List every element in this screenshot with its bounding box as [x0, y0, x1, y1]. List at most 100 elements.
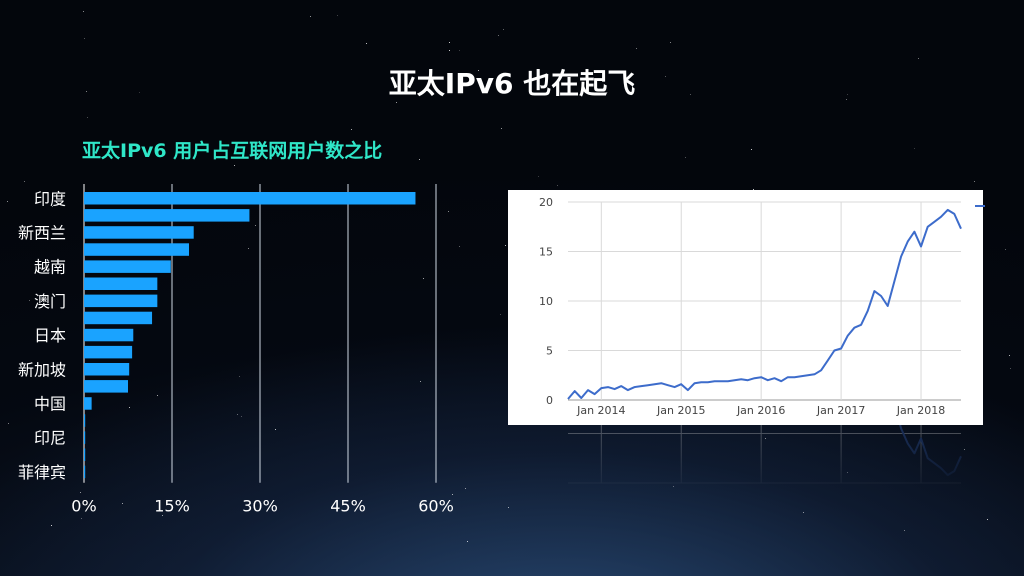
star	[237, 414, 238, 415]
star	[459, 50, 460, 51]
line-x-tick-label: Jan 2016	[736, 404, 785, 417]
bar	[84, 226, 194, 239]
star	[81, 518, 82, 519]
star	[7, 201, 8, 202]
bar	[84, 192, 416, 205]
bar-category-label: 菲律宾	[18, 463, 66, 482]
bar	[84, 277, 158, 290]
bar-category-label: 新加坡	[18, 360, 66, 379]
star	[241, 416, 242, 417]
star	[449, 50, 450, 51]
star	[337, 15, 338, 16]
line-x-tick-label: Jan 2017	[816, 404, 865, 417]
bar	[84, 448, 86, 461]
star	[478, 70, 479, 71]
star	[765, 438, 766, 439]
line-y-tick-label: 0	[546, 394, 553, 407]
star	[538, 176, 539, 177]
bar-x-tick-label: 30%	[242, 497, 278, 516]
line-y-tick-label: 5	[546, 345, 553, 358]
star	[275, 429, 276, 430]
bar	[84, 243, 190, 256]
star	[557, 185, 558, 186]
star	[1009, 355, 1010, 356]
bar-category-label: 新西兰	[18, 223, 66, 242]
bar-x-tick-label: 15%	[154, 497, 190, 516]
bar	[84, 363, 130, 376]
bar-x-tick-label: 0%	[71, 497, 96, 516]
star	[162, 515, 163, 516]
star	[396, 102, 397, 103]
star	[8, 423, 9, 424]
bar	[84, 380, 128, 393]
bar-x-tick-label: 60%	[418, 497, 454, 516]
star	[665, 76, 666, 77]
line-series	[567, 425, 962, 477]
star	[449, 42, 450, 43]
star	[52, 206, 53, 207]
bar-category-label: 澳门	[34, 292, 66, 311]
star	[459, 246, 460, 247]
bar-chart-title: 亚太IPv6 用户占互联网用户数之比	[82, 140, 383, 162]
star	[87, 117, 88, 118]
bar	[84, 397, 92, 410]
line-chart-panel: 0 5 10 15 20 Jan 2014 Jan 2015 Jan 2016 Jan 2017…	[508, 190, 983, 425]
star	[1005, 249, 1006, 250]
star	[467, 541, 468, 542]
line-chart: 0 5 10 15 20 Jan 2014 Jan 2015 Jan 2016 Jan 2017…	[539, 196, 962, 417]
line-x-tick-label: Jan 2015	[656, 404, 705, 417]
star	[685, 157, 686, 158]
star	[505, 245, 506, 246]
star	[753, 189, 754, 190]
bar	[84, 414, 86, 427]
star	[673, 486, 674, 487]
star	[636, 48, 637, 49]
star	[157, 395, 158, 396]
star	[501, 128, 502, 129]
star	[690, 94, 691, 95]
star	[508, 507, 509, 508]
star	[83, 11, 84, 12]
line-series	[567, 208, 962, 400]
star	[366, 43, 367, 44]
bar-category-label: 中国	[34, 394, 66, 413]
line-y-tick-label: 20	[539, 196, 553, 209]
star	[1010, 368, 1011, 369]
line-edge-marker	[975, 205, 985, 207]
bar	[84, 294, 158, 308]
star	[420, 381, 421, 382]
star	[974, 181, 975, 182]
star	[248, 248, 249, 249]
star	[500, 314, 501, 315]
page-title: 亚太IPv6 也在起飞	[388, 67, 636, 100]
star	[234, 165, 235, 166]
line-y-tick-label: 15	[539, 246, 553, 259]
star	[503, 29, 504, 30]
star	[351, 129, 352, 130]
star	[846, 99, 847, 100]
bar-category-label: 印度	[34, 189, 66, 208]
star	[419, 159, 420, 160]
line-x-tick-label: Jan 2014	[576, 404, 625, 417]
star	[964, 449, 965, 450]
star	[86, 91, 87, 92]
star	[80, 492, 81, 493]
star	[129, 407, 130, 408]
star	[465, 488, 466, 489]
line-y-tick-label: 10	[539, 295, 553, 308]
star	[448, 211, 449, 212]
star	[904, 530, 905, 531]
bar-x-tick-label: 45%	[330, 497, 366, 516]
star	[914, 148, 915, 149]
star	[847, 472, 848, 473]
star	[670, 42, 671, 43]
bar	[84, 209, 250, 222]
star	[122, 503, 123, 504]
bar	[84, 260, 171, 273]
star	[24, 181, 25, 182]
bar	[84, 328, 134, 342]
star	[918, 58, 919, 59]
